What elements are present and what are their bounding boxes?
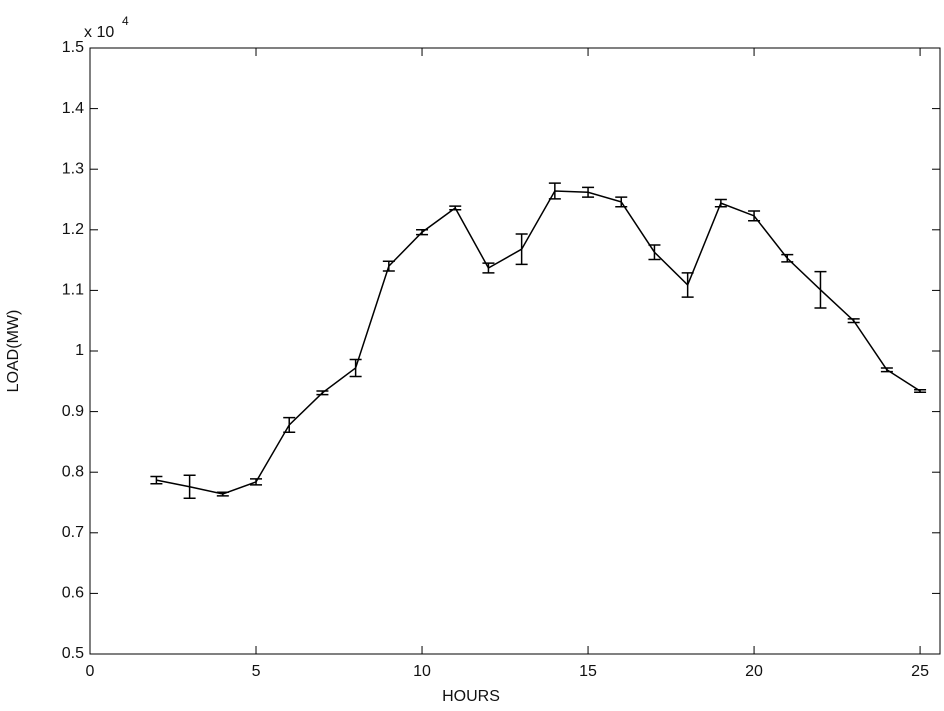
x-axis-label: HOURS [442,688,500,705]
error-bar [250,478,263,486]
error-bar [382,260,395,272]
x-tick-label: 10 [413,663,431,680]
error-bar [449,205,462,211]
plot-frame [89,47,941,655]
y-tick-label: 1.1 [62,282,84,299]
error-bar [316,390,329,396]
error-bar [914,389,927,393]
error-bar [216,491,229,497]
error-bar [515,233,528,266]
error-bar [416,229,429,236]
error-bar [548,182,561,200]
y-multiplier: x 10 [84,24,114,41]
error-bar [714,198,727,208]
error-bar [615,196,628,208]
y-tick-label: 1.2 [62,221,84,238]
y-tick-label: 1 [75,342,84,359]
y-tick-label: 0.5 [62,645,84,662]
error-bar [183,474,196,500]
error-bar [681,272,694,298]
y-axis-label: LOAD(MW) [5,310,22,393]
error-bar [582,186,595,198]
y-tick-label: 0.7 [62,524,84,541]
x-tick-label: 15 [579,663,597,680]
error-bar [648,244,661,261]
x-tick-label: 20 [745,663,763,680]
error-bar [150,475,163,485]
y-tick-label: 0.9 [62,403,84,420]
error-bar [847,318,860,324]
error-bar [781,253,794,263]
y-tick-label: 0.8 [62,463,84,480]
x-tick-label: 25 [911,663,929,680]
y-tick-label: 0.6 [62,585,84,602]
x-tick-label: 0 [86,663,95,680]
y-tick-label: 1.3 [62,160,84,177]
error-bar [482,262,495,274]
series-line [156,190,921,495]
error-bar [283,416,296,433]
y-tick-label: 1.4 [62,100,84,117]
error-bar [880,367,893,373]
y-exponent: 4 [122,14,129,28]
x-tick-label: 5 [252,663,261,680]
y-tick-label: 1.5 [62,39,84,56]
error-bar [748,210,761,222]
error-bar [814,270,827,309]
error-bar [349,358,362,378]
